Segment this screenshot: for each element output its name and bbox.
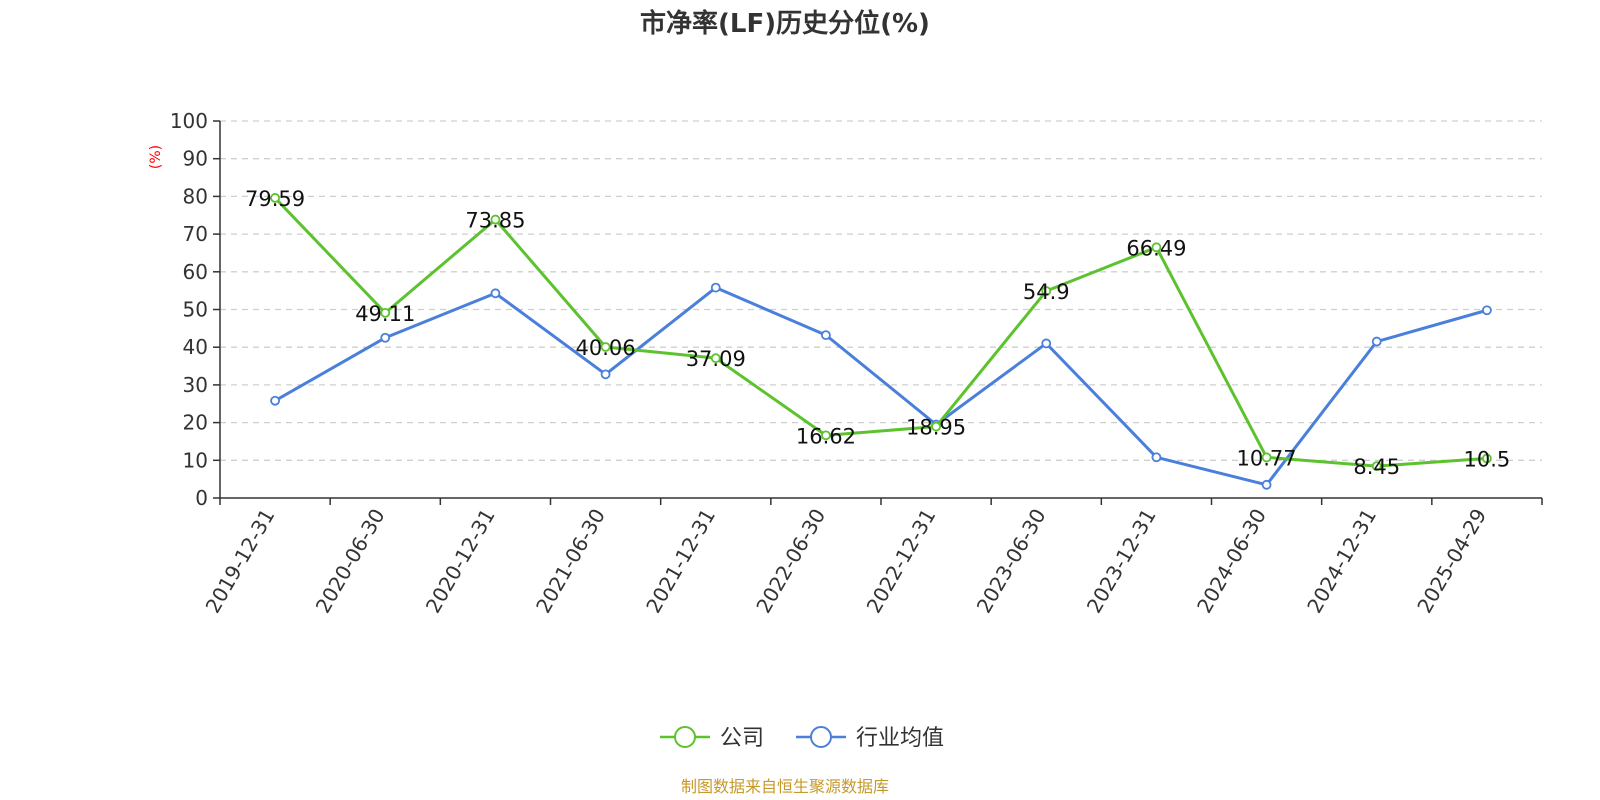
point-0-4[interactable] <box>710 353 721 364</box>
x-tick-label-7: 2023-06-30 <box>972 505 1051 618</box>
series-line-0 <box>274 196 1488 468</box>
data-label-0-7: 54.9 <box>1023 280 1070 304</box>
y-axis-unit: (%) <box>148 145 164 169</box>
y-tick-label-1: 10 <box>183 448 208 472</box>
source-note: 制图数据来自恒生聚源数据库 <box>681 777 889 796</box>
point-1-10[interactable] <box>1371 336 1382 347</box>
point-0-7[interactable] <box>1041 286 1052 296</box>
point-1-8[interactable] <box>1151 452 1162 463</box>
y-tick-label-2: 20 <box>183 411 208 435</box>
data-label-0-11: 10.5 <box>1464 447 1511 471</box>
data-labels: 79.59 49.11 73.85 40.06 37.09 16.62 18.95 54.9 6… <box>245 187 1510 479</box>
point-0-8[interactable] <box>1151 242 1162 253</box>
y-tick-label-5: 50 <box>183 298 208 322</box>
y-tick-label-8: 80 <box>183 184 208 208</box>
legend-marker-0 <box>674 726 696 748</box>
y-tick-label-6: 60 <box>183 260 208 284</box>
point-0-10[interactable] <box>1371 461 1382 472</box>
legend-label-1: 行业均值 <box>856 726 944 751</box>
data-label-0-8: 66.49 <box>1126 236 1186 260</box>
series-line-1 <box>274 286 1488 487</box>
point-0-9[interactable] <box>1261 452 1272 463</box>
legend-item-0[interactable]: 公司 <box>660 726 764 751</box>
point-1-9[interactable] <box>1261 479 1272 490</box>
x-tick-label-1: 2020-06-30 <box>311 505 390 618</box>
data-label-0-1: 49.11 <box>355 302 415 326</box>
point-0-1[interactable] <box>380 307 391 318</box>
data-label-0-4: 37.09 <box>686 347 746 371</box>
point-1-5[interactable] <box>821 330 831 341</box>
x-tick-label-0: 2019-12-31 <box>201 505 280 618</box>
point-0-0[interactable] <box>270 193 280 203</box>
point-0-2[interactable] <box>490 214 501 225</box>
series-group <box>270 193 1492 490</box>
point-1-2[interactable] <box>490 288 501 299</box>
y-axis-ticks: 0 10 20 30 40 50 60 70 80 90 100 <box>170 109 220 510</box>
point-1-3[interactable] <box>600 369 611 380</box>
legend[interactable]: 公司 行业均值 <box>660 726 944 751</box>
data-label-0-2: 73.85 <box>465 209 525 233</box>
x-axis-ticks: 2019-12-31 2020-06-30 2020-12-31 2021-06-30… <box>201 498 1543 618</box>
chart-title: 市净率(LF)历史分位(%) <box>640 8 930 39</box>
x-tick-label-6: 2022-12-31 <box>862 504 941 617</box>
data-label-0-3: 40.06 <box>576 336 636 360</box>
point-1-4[interactable] <box>710 282 721 293</box>
y-tick-label-9: 90 <box>183 147 208 171</box>
grid-lines <box>220 120 1542 461</box>
y-tick-label-3: 30 <box>183 373 208 397</box>
x-tick-label-5: 2022-06-30 <box>751 505 830 618</box>
y-tick-label-4: 40 <box>183 335 208 359</box>
legend-marker-1 <box>810 726 832 748</box>
legend-label-0: 公司 <box>720 726 764 751</box>
point-1-0[interactable] <box>270 395 280 406</box>
data-label-0-5: 16.62 <box>796 424 856 448</box>
data-label-0-0: 79.59 <box>245 187 305 211</box>
data-label-0-10: 8.45 <box>1353 455 1400 479</box>
point-0-6[interactable] <box>931 421 941 432</box>
point-0-3[interactable] <box>600 342 611 352</box>
data-label-0-9: 10.77 <box>1237 446 1297 470</box>
y-tick-label-7: 70 <box>183 222 208 246</box>
y-tick-label-0: 0 <box>195 486 208 510</box>
data-label-0-6: 18.95 <box>906 416 966 440</box>
point-0-11[interactable] <box>1482 453 1492 464</box>
point-1-1[interactable] <box>380 332 391 343</box>
x-tick-label-8: 2023-12-31 <box>1082 505 1161 618</box>
x-tick-label-4: 2021-12-31 <box>641 505 720 618</box>
x-tick-label-11: 2025-04-29 <box>1412 505 1491 618</box>
x-tick-label-10: 2024-12-31 <box>1302 505 1381 618</box>
x-tick-label-2: 2020-12-31 <box>421 504 500 617</box>
point-1-7[interactable] <box>1041 338 1052 349</box>
x-tick-label-9: 2024-06-30 <box>1192 505 1271 618</box>
x-tick-label-3: 2021-06-30 <box>531 505 610 618</box>
point-0-5[interactable] <box>821 430 831 441</box>
legend-item-1[interactable]: 行业均值 <box>796 726 944 751</box>
point-1-11[interactable] <box>1482 305 1492 316</box>
y-tick-label-10: 100 <box>170 109 208 133</box>
